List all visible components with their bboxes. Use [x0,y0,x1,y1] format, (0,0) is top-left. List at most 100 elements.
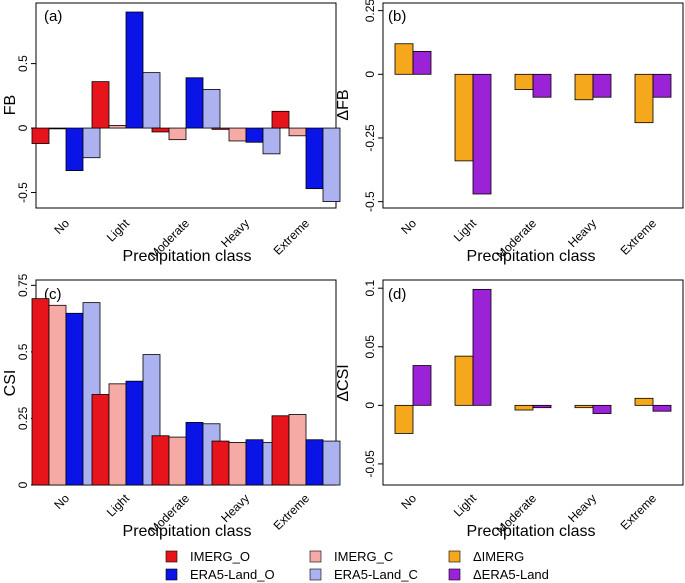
panel-c: (c) CSI Precipitation class 00.250.50.75… [2,273,341,540]
bar-imerg-c-heavy [228,442,247,486]
y-tick-label: -0.5 [16,182,30,203]
bar-imerg-c-moderate [168,127,187,141]
bar-era5-land-o-no [65,312,84,486]
bar-imerg-no [394,43,414,75]
bar-imerg-heavy [574,73,594,101]
bar-era5-land-no [412,365,432,406]
bar-era5-land-light [472,73,492,195]
x-tick-label-light: Light [104,491,133,520]
bar-era5-land-o-moderate [185,77,204,129]
bar-imerg-o-moderate [151,435,170,486]
bar-era5-land-c-light [142,72,161,129]
bar-era5-land-moderate [532,73,552,98]
bar-imerg-o-extreme [271,110,290,129]
bar-era5-land-c-heavy [262,127,281,155]
bar-era5-land-o-light [125,11,144,129]
bar-imerg-o-light [91,394,110,486]
panel-d-label: (d) [388,286,406,303]
legend-swatch-imerg-o [165,550,178,563]
bar-era5-land-o-extreme [305,439,324,486]
bar-era5-land-c-extreme [322,440,341,486]
legend-label-era5-o: ERA5-Land_O [190,567,275,582]
legend-label-dera5: ΔERA5-Land [473,567,549,582]
y-tick-label: -0.05 [363,450,377,478]
legend-label-era5-c: ERA5-Land_C [334,567,418,582]
panel-a-ylabel: FB [2,95,19,115]
legend: IMERG_O IMERG_C ΔIMERG ERA5-Land_O ERA5-… [165,549,549,582]
x-tick-label-extreme: Extreme [271,216,313,258]
x-tick-label-light: Light [104,216,133,245]
x-tick-label-no: No [51,216,72,237]
bar-imerg-no [394,404,414,434]
bar-imerg-o-heavy [211,440,230,486]
bar-imerg-o-no [31,127,50,144]
y-tick-label: 0.1 [363,280,377,297]
bar-era5-land-c-extreme [322,127,341,202]
bar-imerg-o-moderate [151,127,170,133]
bar-imerg-heavy [574,404,594,409]
bar-imerg-c-no [48,304,67,486]
panel-a-frame [35,2,337,209]
x-tick-label-light: Light [451,216,480,245]
panel-a-xlabel: Precipitation class [123,248,252,265]
bar-era5-land-o-no [65,127,84,172]
bar-imerg-extreme [634,397,654,406]
bar-imerg-c-no [48,127,67,130]
panel-c-xlabel: Precipitation class [123,523,252,540]
legend-label-imerg-o: IMERG_O [190,549,250,564]
bar-imerg-light [454,73,474,162]
x-tick-label-extreme: Extreme [618,491,660,533]
y-tick-label: 0.5 [16,343,30,360]
bar-imerg-extreme [634,73,654,124]
bar-imerg-moderate [514,73,534,90]
bar-era5-land-o-heavy [245,439,264,486]
bar-imerg-moderate [514,404,534,411]
bar-era5-land-no [412,50,432,75]
legend-swatch-dera5 [448,568,461,581]
legend-swatch-imerg-c [309,550,322,563]
panel-c-ylabel: CSI [2,370,19,397]
bar-imerg-o-heavy [211,127,230,130]
legend-swatch-era5-o [165,568,178,581]
panel-a: (a) FB Precipitation class -0.5 0 0.5 No Li… [2,2,341,265]
panel-d-ylabel: ΔCSI [335,364,352,401]
bar-imerg-light [454,355,474,406]
panel-d-frame [382,279,684,486]
bar-era5-land-o-extreme [305,127,324,190]
bar-imerg-c-light [108,125,127,129]
x-tick-label-heavy: Heavy [218,491,252,525]
x-tick-label-extreme: Extreme [271,491,313,533]
bar-era5-land-heavy [592,404,612,414]
bar-imerg-o-light [91,81,110,129]
panel-b: (b) ΔFB Precipitation class -0.5 -0.25 0 0.… [335,0,684,265]
panel-b-label: (b) [388,8,406,25]
x-tick-label-no: No [398,491,419,512]
y-tick-label: 0.5 [16,55,30,72]
bar-era5-land-moderate [532,404,552,409]
panel-b-ylabel: ΔFB [335,89,352,120]
bar-era5-land-c-moderate [202,88,221,129]
bar-era5-land-o-light [125,380,144,486]
bar-era5-land-o-moderate [185,422,204,486]
y-tick-label: 0.25 [16,406,30,430]
x-tick-label-no: No [51,491,72,512]
bar-imerg-o-no [31,298,50,486]
x-tick-label-heavy: Heavy [218,216,252,250]
x-tick-label-extreme: Extreme [618,216,660,258]
bar-era5-land-extreme [652,404,672,412]
bar-imerg-c-moderate [168,436,187,486]
bar-era5-land-o-heavy [245,127,264,143]
bar-imerg-o-extreme [271,415,290,486]
y-tick-label: 0 [16,481,30,488]
bar-era5-land-c-no [82,127,101,159]
bar-era5-land-extreme [652,73,672,98]
y-tick-label: 0 [363,402,377,409]
bar-imerg-c-extreme [288,127,307,137]
legend-label-dimerg: ΔIMERG [473,549,524,564]
x-tick-label-heavy: Heavy [565,216,599,250]
panel-d-xlabel: Precipitation class [467,523,596,540]
legend-label-imerg-c: IMERG_C [334,549,393,564]
y-tick-label: 0 [16,124,30,131]
bar-imerg-c-extreme [288,414,307,486]
